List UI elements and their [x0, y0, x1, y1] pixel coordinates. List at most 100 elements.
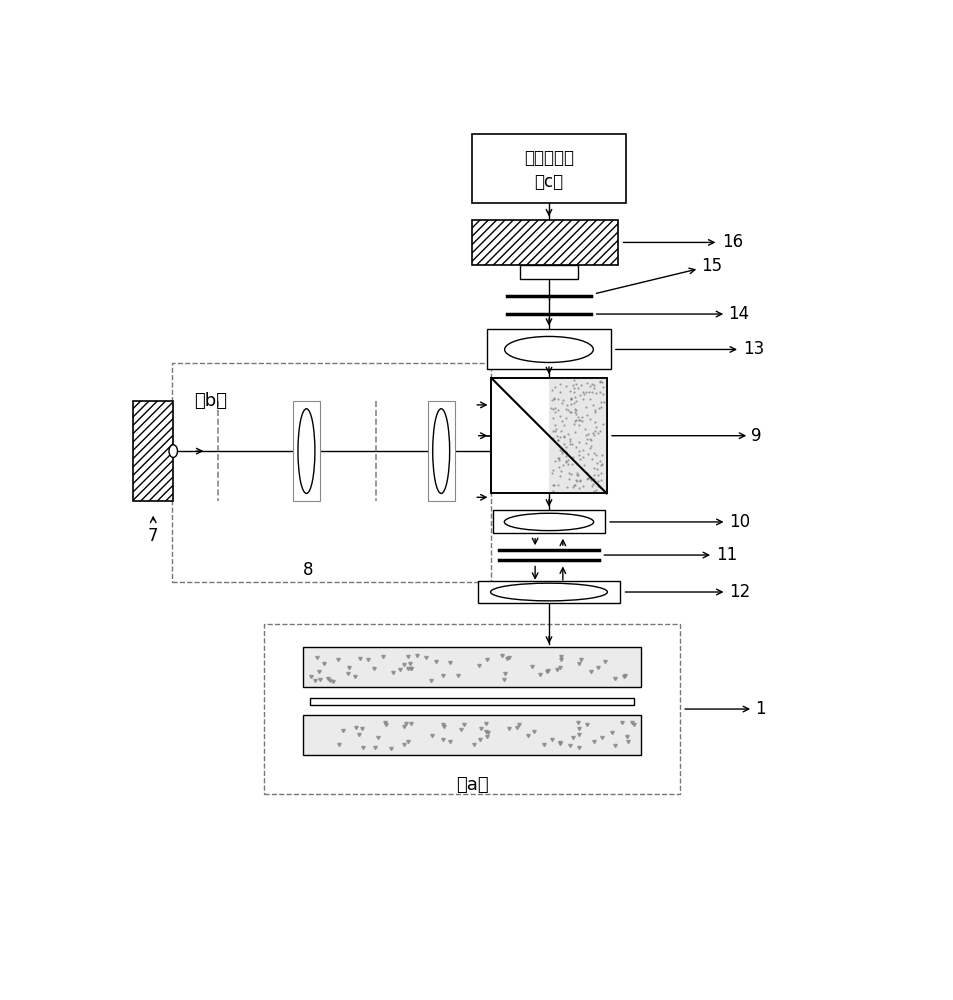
- Point: [584, 376, 599, 392]
- Bar: [302, 647, 640, 687]
- Point: [549, 428, 564, 444]
- Point: [590, 425, 605, 441]
- Point: [562, 391, 578, 407]
- Point: [586, 377, 601, 393]
- Bar: [264, 624, 679, 794]
- Point: [563, 456, 578, 472]
- Point: [589, 461, 604, 477]
- Point: [595, 416, 610, 432]
- Text: 8: 8: [303, 561, 314, 579]
- Point: [577, 421, 592, 437]
- Bar: [472, 134, 625, 203]
- Bar: [491, 378, 606, 493]
- Point: [590, 478, 605, 494]
- Point: [571, 417, 586, 433]
- Point: [565, 479, 580, 495]
- Point: [576, 386, 591, 402]
- Point: [546, 391, 561, 407]
- Point: [571, 447, 586, 463]
- Point: [558, 454, 573, 470]
- Point: [554, 443, 569, 459]
- Point: [594, 447, 609, 463]
- Point: [552, 376, 567, 392]
- Point: [579, 375, 595, 391]
- Point: [572, 377, 587, 393]
- Point: [570, 380, 585, 396]
- Bar: [472, 220, 618, 265]
- Point: [592, 374, 607, 390]
- Point: [585, 460, 600, 476]
- Point: [574, 413, 589, 429]
- Point: [592, 384, 607, 400]
- Point: [592, 453, 607, 469]
- Point: [545, 477, 560, 493]
- Point: [578, 471, 594, 487]
- Point: [586, 483, 601, 499]
- Point: [579, 470, 595, 486]
- Ellipse shape: [504, 336, 593, 362]
- Point: [550, 450, 565, 466]
- Point: [588, 482, 603, 498]
- Ellipse shape: [297, 409, 314, 493]
- Point: [566, 372, 581, 388]
- Point: [584, 397, 599, 413]
- Point: [550, 477, 565, 493]
- Point: [565, 384, 580, 400]
- Point: [578, 465, 594, 481]
- Point: [569, 456, 584, 472]
- Point: [556, 443, 571, 459]
- Point: [545, 483, 560, 499]
- Point: [593, 472, 608, 488]
- Point: [553, 423, 568, 439]
- Point: [556, 429, 571, 445]
- Bar: [310, 698, 633, 705]
- Point: [556, 428, 571, 444]
- Point: [568, 376, 583, 392]
- Point: [553, 463, 568, 479]
- Point: [578, 407, 594, 423]
- Point: [562, 433, 578, 449]
- Point: [575, 478, 590, 494]
- Point: [558, 378, 573, 394]
- Point: [546, 423, 561, 439]
- Point: [560, 465, 576, 481]
- Bar: [133, 401, 173, 501]
- Point: [584, 425, 599, 441]
- Point: [545, 410, 560, 426]
- Point: [558, 448, 573, 464]
- Point: [565, 449, 580, 465]
- Text: 15: 15: [700, 257, 721, 275]
- Point: [592, 423, 607, 439]
- Point: [567, 389, 582, 405]
- Point: [574, 409, 589, 425]
- Point: [584, 478, 599, 494]
- Point: [552, 442, 567, 458]
- Point: [554, 445, 569, 461]
- Point: [581, 391, 597, 407]
- Point: [543, 400, 558, 416]
- Point: [562, 431, 578, 447]
- Point: [563, 396, 578, 412]
- Point: [592, 394, 607, 410]
- Point: [559, 456, 575, 472]
- Point: [551, 459, 566, 475]
- Point: [554, 413, 569, 429]
- Point: [543, 382, 558, 398]
- Point: [582, 432, 598, 448]
- Point: [556, 417, 571, 433]
- Point: [578, 435, 593, 451]
- Point: [558, 444, 573, 460]
- Point: [572, 412, 587, 428]
- Point: [581, 411, 597, 427]
- Point: [578, 427, 594, 443]
- Point: [559, 397, 575, 413]
- Point: [550, 432, 565, 448]
- Bar: [172, 363, 491, 582]
- Point: [558, 453, 573, 469]
- Point: [575, 391, 590, 407]
- Point: [563, 391, 578, 407]
- Point: [567, 406, 582, 422]
- Point: [581, 378, 597, 394]
- Text: 9: 9: [751, 427, 761, 445]
- Text: （c）: （c）: [534, 173, 563, 191]
